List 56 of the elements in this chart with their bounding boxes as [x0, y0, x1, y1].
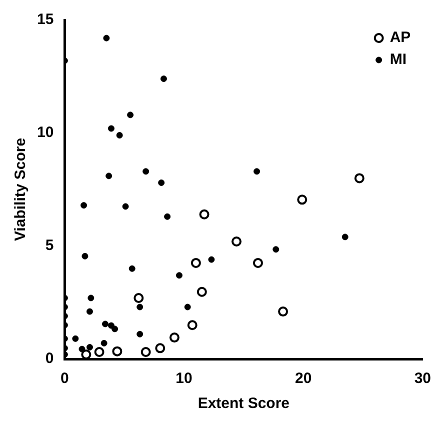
point: [81, 349, 92, 359]
point: [127, 112, 134, 118]
point: [196, 286, 207, 297]
x-tick-label: 10: [176, 370, 192, 388]
point: [272, 246, 280, 253]
point: [134, 292, 144, 303]
point: [199, 209, 210, 220]
point: [136, 330, 144, 338]
point: [252, 258, 263, 268]
point: [103, 34, 110, 42]
point: [190, 258, 201, 268]
point: [208, 256, 215, 263]
point: [232, 236, 242, 246]
point: [108, 125, 114, 132]
point: [164, 213, 171, 220]
point: [82, 252, 88, 260]
point: [297, 194, 308, 205]
point: [122, 203, 129, 210]
point: [155, 343, 166, 354]
x-tick-label: 30: [414, 370, 431, 388]
point: [106, 172, 112, 180]
x-tick-label: 0: [60, 370, 69, 388]
point: [184, 304, 191, 310]
y-tick-label: 0: [45, 350, 54, 368]
point: [86, 344, 93, 350]
x-tick-label: 20: [294, 370, 312, 388]
point: [160, 76, 167, 82]
point: [102, 320, 109, 328]
point: [116, 132, 123, 139]
point: [112, 326, 118, 332]
y-axis-title: Viability Score: [12, 138, 30, 242]
point: [187, 320, 198, 330]
point: [86, 308, 93, 315]
point: [136, 304, 144, 310]
point: [158, 179, 165, 186]
point: [278, 306, 288, 317]
point: [142, 168, 150, 175]
point: [254, 168, 260, 175]
point: [176, 272, 182, 279]
point: [140, 346, 151, 357]
y-tick-label: 10: [36, 124, 54, 142]
y-tick-label: 5: [45, 237, 54, 254]
point: [100, 340, 108, 346]
point: [88, 294, 94, 302]
y-tick-label: 15: [36, 11, 54, 28]
legend-label: AP: [390, 29, 411, 46]
point: [128, 265, 136, 272]
point: [342, 234, 348, 240]
legend-label: MI: [390, 51, 406, 68]
point: [112, 346, 122, 356]
point: [72, 335, 79, 342]
x-axis-title: Extent Score: [198, 395, 290, 412]
point: [354, 173, 364, 184]
point: [169, 332, 180, 343]
point: [80, 202, 88, 209]
point: [94, 346, 104, 357]
